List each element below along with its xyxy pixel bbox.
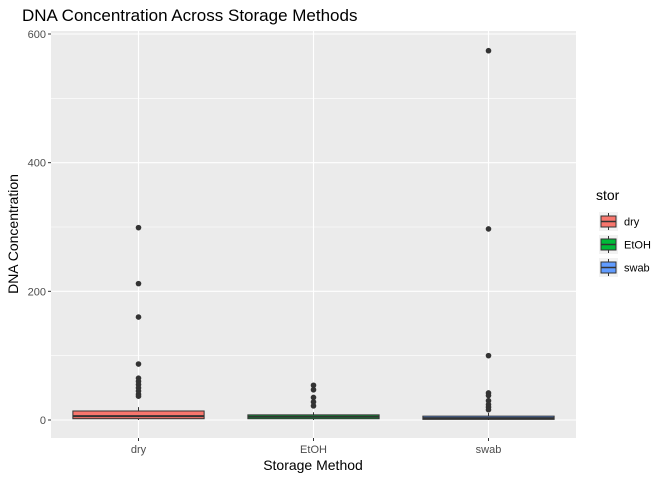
box-swab [422, 47, 555, 420]
box-EtOH [247, 382, 380, 420]
outlier-point [485, 47, 492, 54]
y-tick-label: 200 [28, 286, 46, 298]
outlier-point [310, 394, 317, 401]
outlier-point [135, 393, 142, 399]
y-tick-label: 400 [28, 158, 46, 170]
y-tick-label: 0 [40, 415, 46, 427]
outlier-point [135, 280, 142, 287]
x-tick-label: dry [131, 444, 147, 456]
outlier-point [135, 361, 142, 367]
legend-label: swab [624, 263, 650, 275]
box-dry [72, 224, 205, 420]
legend-label: EtOH [624, 240, 651, 252]
outlier-point [310, 399, 317, 405]
y-axis: 0 200 400 600 [28, 29, 51, 427]
outlier-point [135, 224, 142, 231]
legend-item-swab: swab [599, 258, 650, 277]
x-tick-label: swab [476, 444, 502, 456]
outlier-point [310, 382, 317, 389]
outlier-point [485, 392, 492, 399]
x-axis: dry EtOH swab [131, 438, 501, 456]
legend-item-EtOH: EtOH [599, 235, 651, 254]
outlier-point [310, 386, 317, 393]
outlier-point [135, 314, 142, 320]
x-tick-label: EtOH [300, 444, 327, 456]
legend-title: stor [596, 187, 620, 203]
outlier-point [485, 406, 492, 413]
outlier-point [485, 226, 492, 232]
box-rect [72, 410, 205, 420]
y-axis-title: DNA Concentration [5, 174, 21, 294]
y-tick-label: 600 [28, 29, 46, 41]
boxes [72, 47, 555, 420]
chart-title: DNA Concentration Across Storage Methods [22, 6, 357, 25]
legend-label: dry [624, 217, 640, 229]
outlier-point [485, 397, 492, 404]
outlier-point [310, 403, 317, 409]
outlier-point [485, 352, 492, 359]
x-axis-title: Storage Method [263, 457, 363, 473]
legend: stor dry EtOH swab [596, 187, 651, 277]
legend-item-dry: dry [599, 212, 640, 231]
